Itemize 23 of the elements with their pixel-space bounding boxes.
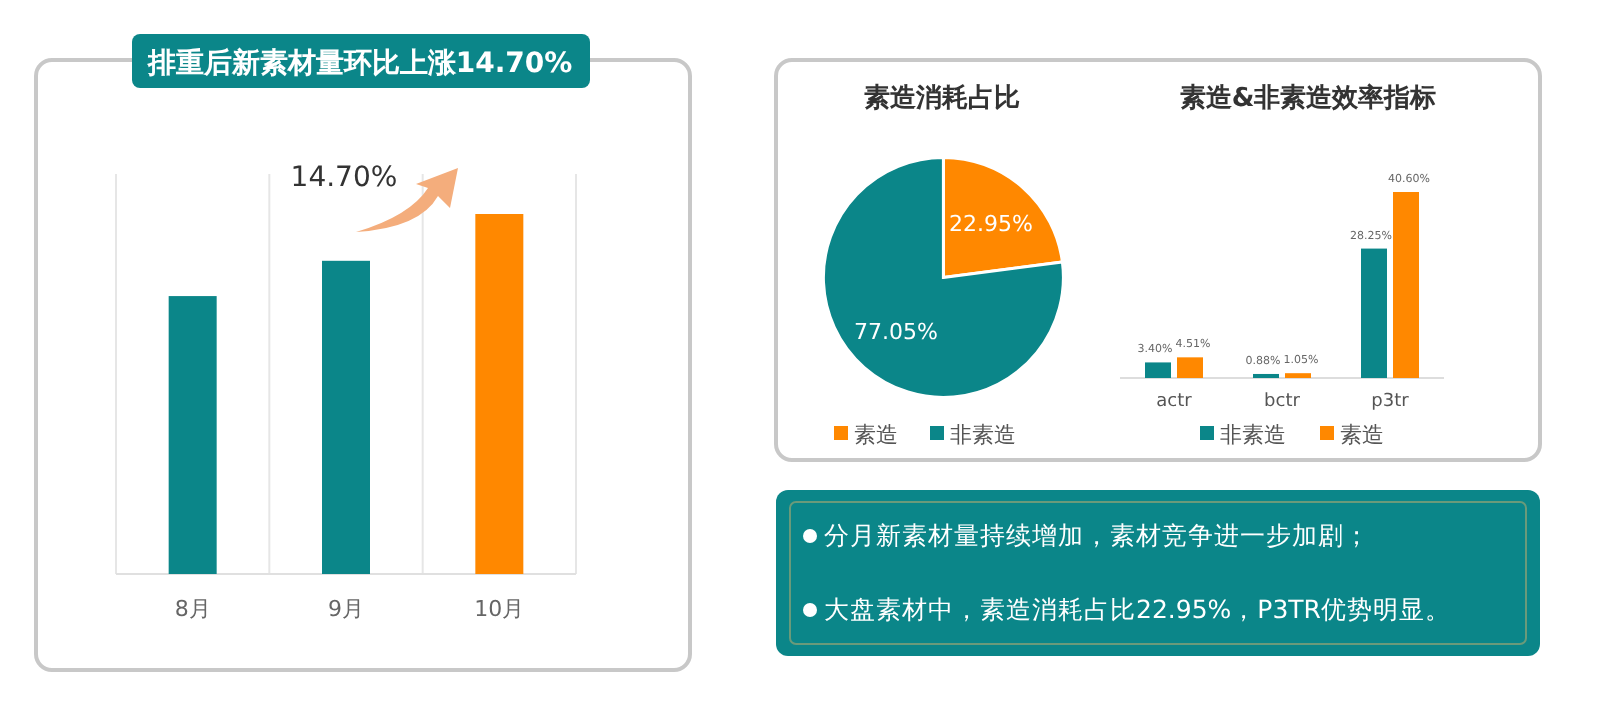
pie-slice — [822, 155, 1065, 399]
bar — [1361, 248, 1387, 378]
bar — [1393, 192, 1419, 378]
text: 分月新素材量持续增加，素材竞争进一步加剧； — [824, 520, 1370, 550]
x-tick-label: actr — [1156, 392, 1193, 412]
chart-title: 排重后新素材量环比上涨14.70% — [145, 46, 573, 80]
x-tick-label: bctr — [1264, 392, 1301, 412]
x-tick-label: 8月 — [174, 596, 211, 622]
bar — [1145, 362, 1171, 378]
legend-label: 素造 — [854, 422, 898, 448]
legend-label: 素造 — [1340, 422, 1384, 448]
legend-label: 非素造 — [950, 422, 1016, 448]
bar — [1177, 357, 1203, 378]
text: 14.70% — [290, 162, 398, 194]
data-label: 22.95% — [948, 211, 1033, 238]
x-tick-label: p3tr — [1371, 392, 1410, 412]
x-tick-label: 9月 — [328, 596, 364, 622]
chart-title: 素造消耗占比 — [864, 82, 1020, 114]
x-tick-label: 10月 — [474, 596, 525, 622]
chart-title: 素造&非素造效率指标 — [1179, 82, 1437, 114]
legend-label: 非素造 — [1220, 422, 1286, 448]
text: 大盘素材中，素造消耗占比22.95%，P3TR优势明显。 — [824, 594, 1451, 624]
data-label: 77.05% — [853, 319, 938, 346]
